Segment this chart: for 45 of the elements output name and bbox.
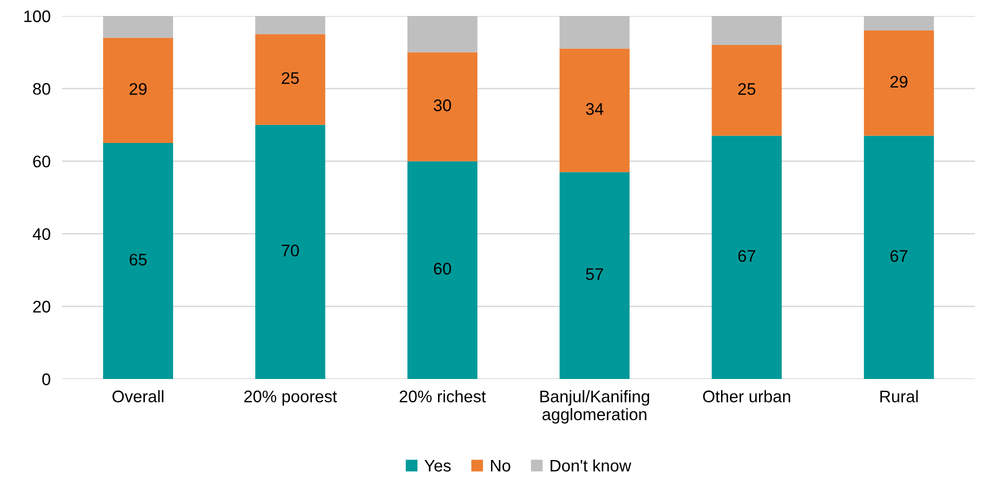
data-label: 70 [282, 244, 299, 256]
x-tick-label: Other urban [703, 390, 790, 402]
bar [712, 136, 782, 379]
y-tick-label: 100 [24, 10, 50, 22]
x-tick-label: Overall [112, 390, 164, 402]
data-label: 30 [434, 99, 452, 112]
bar [407, 161, 478, 379]
legend-label: No [491, 460, 510, 472]
y-tick-label: 20 [33, 300, 50, 313]
x-tick-label: 20% richest [400, 390, 486, 402]
x-tick-label: Banjul/Kanifing agglomeration [540, 390, 650, 424]
x-tick-label: Rural [880, 390, 918, 402]
bar [103, 16, 174, 38]
data-label: 67 [738, 250, 756, 262]
data-label: 29 [130, 83, 147, 95]
bar [560, 48, 630, 172]
bar [255, 34, 326, 125]
data-label: 25 [738, 83, 756, 95]
bar [560, 16, 630, 49]
legend-label: Yes [424, 460, 451, 472]
data-label: 57 [586, 268, 604, 280]
bar [712, 45, 782, 136]
bar [864, 16, 934, 31]
bar [864, 30, 934, 136]
bar [103, 143, 174, 379]
bar [255, 124, 326, 379]
y-tick-label: 60 [33, 156, 50, 168]
y-tick-label: 80 [33, 83, 50, 95]
data-label: 65 [130, 254, 147, 266]
data-label: 67 [890, 250, 908, 262]
data-label: 60 [434, 262, 452, 275]
data-label: 25 [282, 72, 299, 84]
y-tick-label: 40 [32, 228, 50, 240]
bar [864, 136, 934, 379]
y-tick-label: 0 [42, 373, 50, 386]
bar [712, 16, 782, 46]
bar [560, 172, 630, 379]
bar [407, 52, 478, 162]
bar [255, 16, 326, 34]
legend-label: Don't know [550, 459, 632, 472]
data-label: 29 [890, 76, 908, 88]
x-tick-label: 20% poorest [244, 390, 337, 406]
bar [407, 16, 478, 52]
bar [103, 38, 174, 144]
data-label: 34 [586, 103, 604, 115]
